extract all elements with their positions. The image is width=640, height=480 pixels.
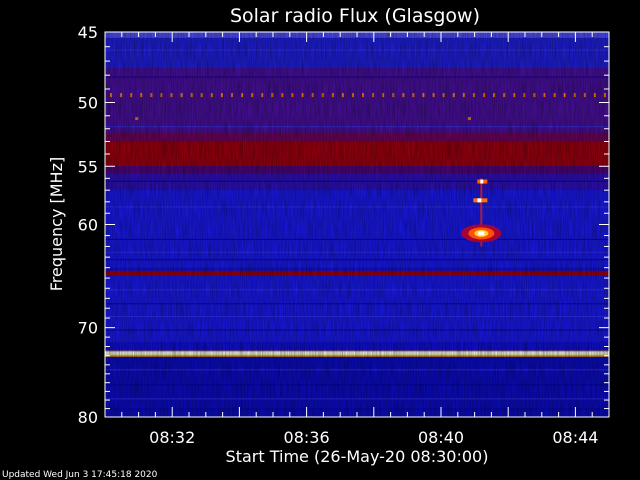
burst-trail xyxy=(480,178,483,247)
plot-area xyxy=(105,32,609,417)
update-timestamp: Updated Wed Jun 3 17:45:18 2020 xyxy=(2,470,158,480)
y-tick-label: 70 xyxy=(78,319,98,338)
burst-peak-core xyxy=(478,231,485,236)
y-tick-label: 45 xyxy=(78,23,98,42)
y-tick-label: 80 xyxy=(78,408,98,427)
y-tick-label: 50 xyxy=(78,94,98,113)
y-tick-label: 60 xyxy=(78,216,98,235)
x-axis: 08:32 08:36 08:40 08:44 xyxy=(104,32,610,447)
y-axis: 45 50 55 60 70 80 xyxy=(78,23,609,427)
noise-texture xyxy=(105,32,609,417)
x-tick-label: 08:36 xyxy=(284,428,330,447)
burst-core xyxy=(480,179,484,184)
x-tick-label: 08:44 xyxy=(552,428,598,447)
x-tick-label: 08:40 xyxy=(418,428,464,447)
x-tick-label: 08:32 xyxy=(149,428,195,447)
x-axis-label: Start Time (26-May-20 08:30:00) xyxy=(226,447,489,466)
burst-core xyxy=(477,198,482,203)
y-tick-label: 55 xyxy=(78,157,98,176)
y-axis-label: Frequency [MHz] xyxy=(47,157,66,291)
chart-title: Solar radio Flux (Glasgow) xyxy=(230,5,480,27)
